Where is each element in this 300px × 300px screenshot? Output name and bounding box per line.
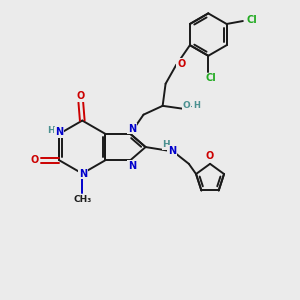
Text: N: N bbox=[79, 169, 87, 178]
Text: N: N bbox=[168, 146, 176, 156]
Text: O: O bbox=[182, 101, 190, 110]
Text: O: O bbox=[31, 155, 39, 165]
Text: H: H bbox=[193, 101, 200, 110]
Text: H: H bbox=[162, 140, 170, 149]
Text: Cl: Cl bbox=[246, 15, 257, 25]
Text: H: H bbox=[47, 126, 55, 135]
Text: Cl: Cl bbox=[206, 74, 217, 83]
Text: O: O bbox=[77, 91, 85, 101]
Text: O: O bbox=[206, 152, 214, 161]
Text: O: O bbox=[177, 59, 185, 69]
Text: N: N bbox=[128, 124, 136, 134]
Text: CH₃: CH₃ bbox=[73, 195, 92, 204]
Text: N: N bbox=[55, 127, 63, 137]
Text: N: N bbox=[128, 160, 136, 171]
